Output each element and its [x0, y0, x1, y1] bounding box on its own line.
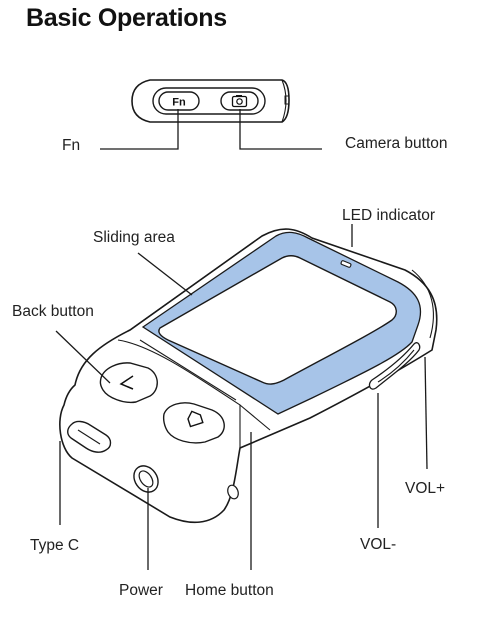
- back-icon: [119, 375, 134, 390]
- label-power: Power: [119, 582, 163, 599]
- volume-buttons[interactable]: [368, 342, 421, 390]
- home-icon: [187, 410, 204, 428]
- label-fn: Fn: [62, 137, 80, 154]
- led-indicator: [340, 260, 352, 268]
- camera-button[interactable]: [220, 91, 259, 111]
- home-button[interactable]: [162, 402, 225, 444]
- back-button[interactable]: [99, 362, 158, 404]
- label-back-button: Back button: [12, 303, 94, 320]
- label-sliding-area: Sliding area: [93, 229, 175, 246]
- label-camera-button: Camera button: [345, 135, 448, 152]
- power-button[interactable]: [129, 461, 163, 497]
- page-title: Basic Operations: [26, 4, 227, 32]
- fn-button-label: Fn: [172, 97, 186, 109]
- fn-button[interactable]: Fn: [158, 91, 200, 111]
- label-type-c: Type C: [30, 537, 79, 554]
- top-view: Fn: [131, 79, 290, 123]
- label-home-button: Home button: [185, 582, 274, 599]
- label-vol-up: VOL+: [405, 480, 445, 497]
- camera-icon: [231, 95, 248, 108]
- type-c-port: [67, 420, 112, 453]
- screen: [158, 255, 397, 385]
- label-vol-down: VOL-: [360, 536, 396, 553]
- label-led-indicator: LED indicator: [342, 207, 435, 224]
- device-body: [59, 228, 438, 524]
